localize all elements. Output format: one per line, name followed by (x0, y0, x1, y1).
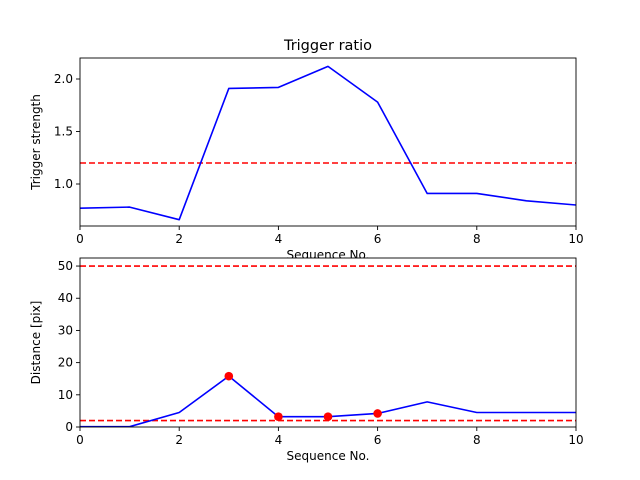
y-tick-label: 30 (58, 323, 73, 337)
y-tick-label: 2.0 (54, 72, 73, 86)
x-tick-label: 8 (473, 433, 481, 447)
y-tick-label: 0 (65, 420, 73, 434)
axes-frame (79, 257, 577, 428)
x-tick-label: 6 (374, 232, 382, 246)
plot-area (80, 65, 576, 221)
plot-area (80, 265, 576, 427)
x-tick-label: 0 (76, 433, 84, 447)
y-tick-label: 10 (58, 388, 73, 402)
y-tick-label: 20 (58, 356, 73, 370)
data-marker (224, 371, 234, 381)
data-marker (323, 412, 333, 421)
x-tick-label: 10 (568, 433, 583, 447)
x-tick-label: 8 (473, 232, 481, 246)
y-tick-label: 1.5 (54, 125, 73, 139)
y-axis-label: Distance [pix] (29, 301, 43, 385)
x-axis-label: Sequence No. (287, 449, 370, 463)
chart-title: Trigger ratio (283, 38, 372, 54)
x-tick-label: 4 (275, 433, 283, 447)
y-tick-label: 50 (58, 259, 73, 273)
x-tick-label: 6 (374, 433, 382, 447)
x-tick-label: 2 (175, 433, 183, 447)
y-tick-label: 1.0 (54, 177, 73, 191)
y-tick-label: 40 (58, 291, 73, 305)
chart-2: 0 2 4 6 8 10 0 10 20 30 40 50 Sequence No. Distance [… (29, 257, 584, 463)
x-tick-label: 4 (275, 232, 283, 246)
data-marker (274, 412, 283, 421)
axes-frame (79, 57, 577, 227)
x-tick-label: 0 (76, 232, 84, 246)
lower-axes-background (80, 258, 576, 427)
y-axis-label: Trigger strength (29, 94, 43, 191)
data-marker (373, 409, 382, 418)
x-tick-label: 2 (175, 232, 183, 246)
x-tick-label: 10 (568, 232, 583, 246)
series-line-1 (80, 65, 576, 221)
